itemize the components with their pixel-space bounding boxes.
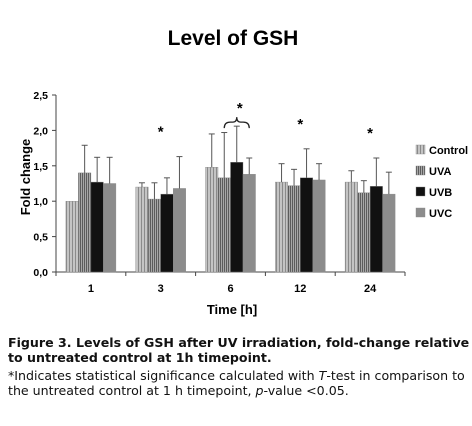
footnote-suffix: -value <0.05. [263, 383, 349, 398]
legend: Control UVA UVB UVC [415, 144, 468, 220]
footnote-prefix: *Indicates statistical significance calc… [8, 368, 319, 383]
footnote-p: p [255, 383, 264, 398]
chart-title: Level of GSH [168, 27, 299, 50]
legend-label-uvc: UVC [429, 208, 452, 220]
bar-uvb-1h [90, 181, 104, 273]
y-tick-label: 1,0 [33, 196, 48, 208]
legend-swatch-uvc [415, 207, 426, 218]
legend-swatch-control [415, 144, 426, 155]
bar-uvb-24h [369, 186, 383, 273]
bar-control-6h [205, 167, 219, 273]
x-axis-label: Time [h] [207, 302, 257, 317]
bar-control-3h [135, 186, 149, 273]
legend-label-uvb: UVB [429, 187, 452, 199]
y-tick-label: 2,0 [33, 125, 48, 137]
x-tick-label: 6 [227, 283, 233, 295]
significance-marker: * [237, 100, 243, 117]
legend-swatch-uvb [415, 186, 426, 197]
x-tick-label: 24 [364, 283, 377, 295]
figure-footnote: *Indicates statistical significance calc… [8, 368, 470, 398]
bar-uvc-1h [103, 183, 117, 273]
bar-uva-1h [78, 172, 92, 273]
legend-swatch-uva [415, 165, 426, 176]
y-tick-label: 0,0 [33, 267, 48, 279]
bar-control-12h [275, 181, 288, 273]
bar-control-24h [344, 181, 358, 273]
bar-uvc-3h [172, 188, 186, 273]
bar-uva-3h [147, 198, 161, 273]
significance-marker: * [367, 125, 373, 142]
bar-uva-12h [287, 185, 301, 273]
bar-uvb-3h [160, 193, 174, 273]
plot-area: 0,0 0,5 1,0 1,5 2,0 2,5 1 3 6 12 24 * * * * [33, 90, 406, 295]
bar-uva-24h [357, 192, 371, 273]
gsh-bar-chart: Level of GSH Fold change Time [h] 0,0 0,5… [18, 27, 468, 317]
y-axis-label: Fold change [18, 139, 33, 216]
legend-label-uva: UVA [429, 166, 451, 178]
y-tick-label: 2,5 [33, 90, 48, 102]
significance-marker: * [158, 124, 164, 141]
y-tick-label: 0,5 [33, 232, 48, 244]
significance-marker: * [297, 116, 303, 133]
figure-caption: Figure 3. Levels of GSH after UV irradia… [8, 335, 470, 365]
significance-bracket [223, 117, 250, 129]
bar-uva-6h [217, 177, 231, 273]
bar-uvb-12h [300, 177, 313, 273]
bar-uvc-6h [242, 174, 256, 273]
footnote-t: T [318, 368, 327, 383]
bar-uvc-12h [312, 179, 326, 273]
y-tick-label: 1,5 [33, 161, 48, 173]
x-tick-label: 1 [88, 283, 94, 295]
bar-uvc-24h [382, 193, 396, 273]
footnote-mid: -test in comparison to the untreated con… [8, 368, 465, 398]
x-tick-label: 3 [158, 283, 164, 295]
x-tick-label: 12 [294, 283, 306, 295]
legend-label-control: Control [429, 145, 468, 157]
bar-uvb-6h [230, 162, 244, 273]
bar-control-1h [65, 200, 79, 273]
